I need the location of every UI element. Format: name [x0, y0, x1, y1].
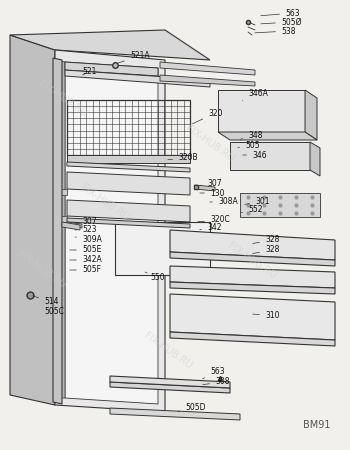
Text: FIX-HUB.RU: FIX-HUB.RU [16, 250, 68, 290]
Polygon shape [305, 90, 317, 140]
Polygon shape [110, 408, 240, 420]
Text: 130: 130 [200, 189, 224, 198]
Polygon shape [67, 200, 190, 222]
Text: FIX-HUB.RU: FIX-HUB.RU [37, 79, 89, 119]
Polygon shape [170, 266, 335, 288]
Polygon shape [170, 282, 335, 294]
Polygon shape [55, 216, 67, 222]
Text: 308A: 308A [210, 198, 238, 207]
Text: 342A: 342A [70, 256, 102, 265]
Polygon shape [230, 142, 310, 170]
Text: 521: 521 [82, 68, 96, 76]
Text: 505Ø: 505Ø [261, 18, 301, 27]
Text: 505C: 505C [44, 307, 64, 316]
Polygon shape [55, 189, 67, 195]
Polygon shape [170, 230, 335, 260]
Polygon shape [67, 155, 190, 163]
Text: 563: 563 [203, 368, 225, 379]
Polygon shape [110, 382, 230, 393]
Polygon shape [218, 132, 317, 140]
Polygon shape [170, 332, 335, 346]
Polygon shape [240, 193, 320, 217]
Polygon shape [10, 35, 55, 405]
Text: 550: 550 [145, 272, 164, 282]
Polygon shape [10, 30, 210, 60]
Polygon shape [67, 162, 190, 172]
Text: 521A: 521A [118, 51, 150, 63]
Text: 514: 514 [33, 296, 58, 306]
Text: 505E: 505E [70, 246, 102, 255]
Polygon shape [65, 62, 158, 404]
Polygon shape [170, 252, 335, 266]
Text: 307: 307 [200, 179, 222, 188]
Polygon shape [160, 62, 255, 75]
Text: 307: 307 [75, 216, 97, 225]
Text: FIX-HUB.RU: FIX-HUB.RU [184, 124, 236, 164]
Text: 328: 328 [253, 235, 279, 244]
Polygon shape [195, 185, 215, 191]
Text: FIX-HUB.RU: FIX-HUB.RU [142, 331, 194, 371]
Text: 328: 328 [253, 246, 279, 255]
Text: 563: 563 [261, 9, 300, 18]
Polygon shape [310, 142, 320, 176]
Polygon shape [65, 62, 158, 76]
Text: 505: 505 [238, 140, 260, 149]
Text: FIX-HUB.RU: FIX-HUB.RU [79, 182, 131, 223]
Text: 310: 310 [253, 310, 280, 320]
Text: 301: 301 [245, 197, 270, 206]
Text: 552: 552 [241, 206, 262, 215]
Polygon shape [55, 60, 65, 398]
Text: 348: 348 [241, 130, 262, 140]
Text: 320B: 320B [168, 153, 198, 162]
Text: FIX-HUB.RU: FIX-HUB.RU [226, 241, 278, 281]
Polygon shape [65, 70, 210, 87]
Text: 346A: 346A [243, 89, 268, 101]
Polygon shape [115, 222, 210, 275]
Polygon shape [170, 294, 335, 340]
Text: 505D: 505D [178, 404, 205, 413]
Polygon shape [53, 58, 62, 404]
Text: 523: 523 [75, 225, 97, 234]
Polygon shape [62, 222, 80, 230]
Text: 320: 320 [193, 108, 223, 124]
Text: 320C: 320C [198, 216, 230, 225]
Polygon shape [67, 222, 82, 228]
Polygon shape [218, 90, 305, 132]
Text: 342: 342 [200, 224, 222, 233]
Text: 538: 538 [255, 27, 295, 36]
Text: 346: 346 [243, 150, 267, 159]
Polygon shape [160, 75, 255, 86]
Text: BM91: BM91 [302, 420, 330, 430]
Text: 309A: 309A [75, 234, 102, 243]
Polygon shape [110, 376, 230, 388]
Text: 308: 308 [203, 378, 230, 387]
Text: 505F: 505F [70, 266, 101, 274]
Polygon shape [55, 50, 165, 412]
Polygon shape [67, 218, 190, 228]
Polygon shape [67, 172, 190, 195]
